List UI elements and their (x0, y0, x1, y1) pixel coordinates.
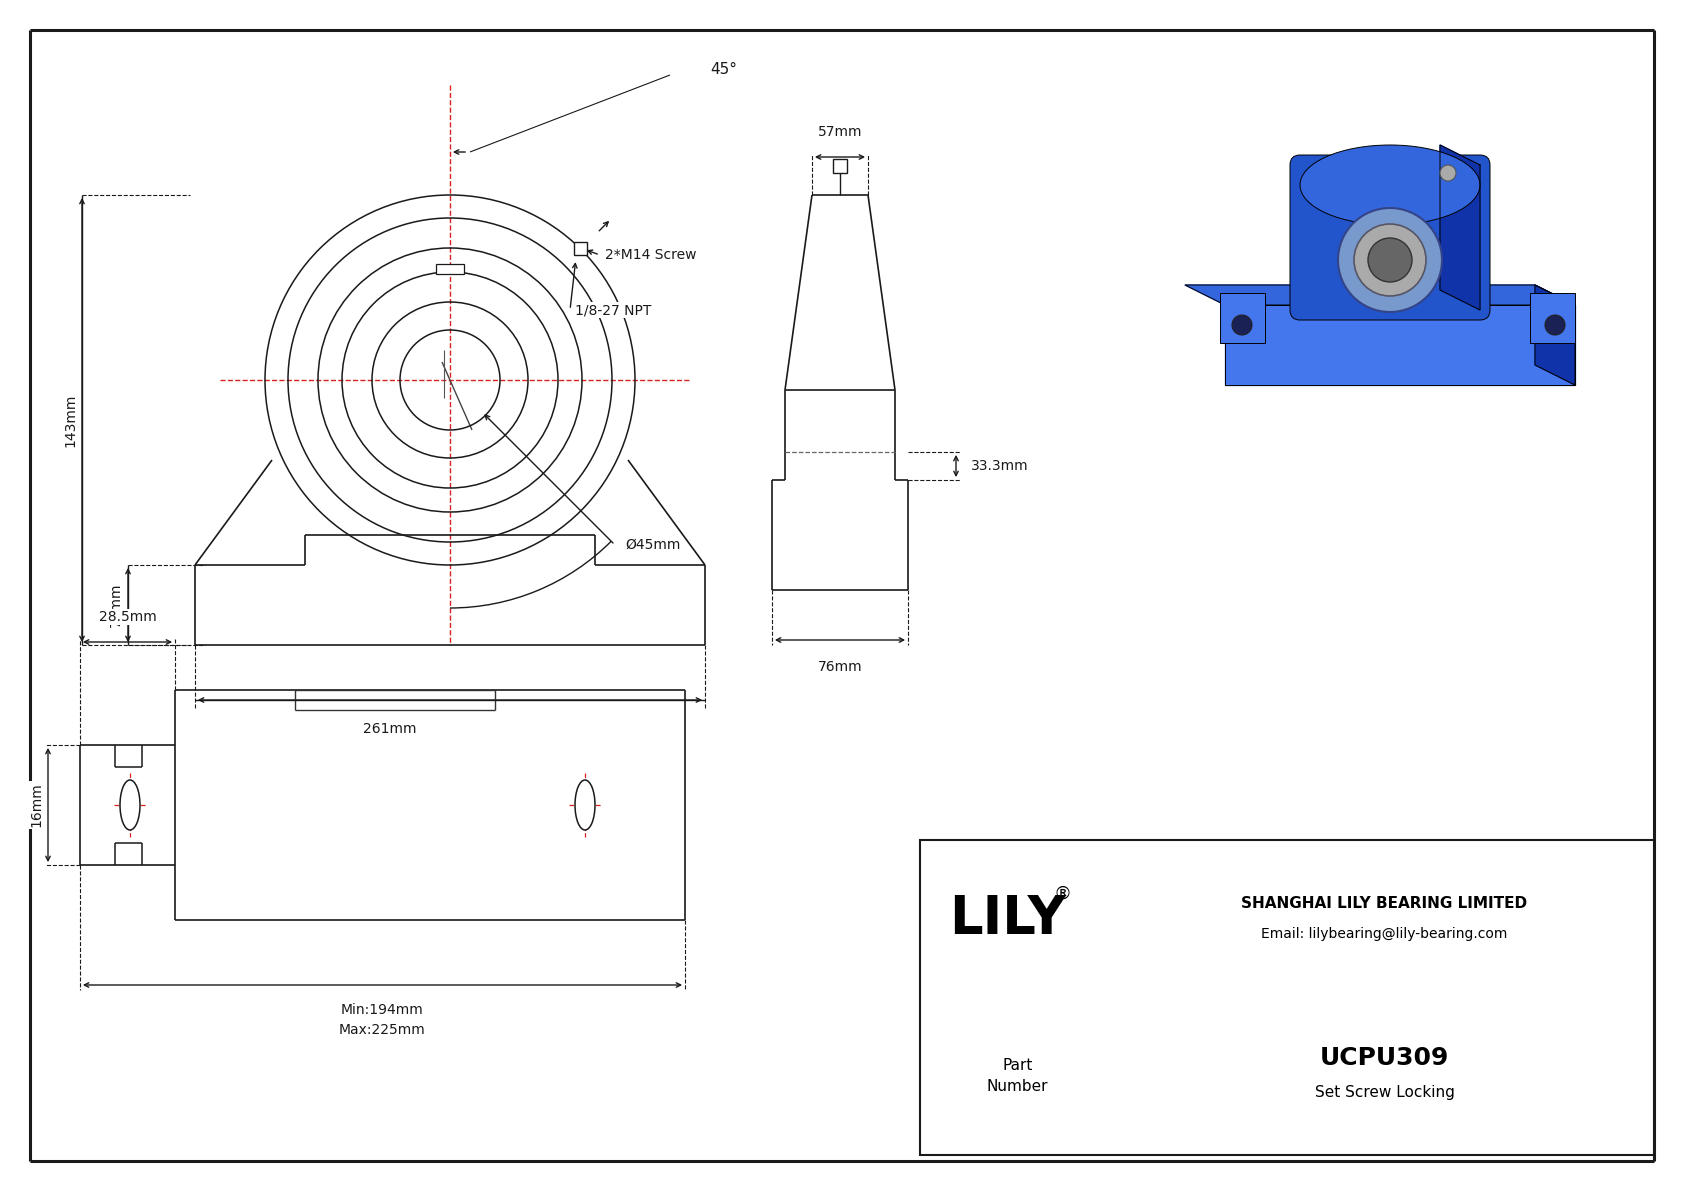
Text: LILY: LILY (950, 893, 1066, 944)
Circle shape (1354, 224, 1426, 297)
Text: 33.3mm: 33.3mm (972, 459, 1029, 473)
Text: Ø45mm: Ø45mm (625, 538, 680, 551)
Text: 2*M14 Screw: 2*M14 Screw (605, 248, 697, 262)
Bar (574, 242, 586, 255)
Circle shape (1544, 314, 1564, 335)
Bar (436, 264, 465, 274)
Text: 73mm: 73mm (109, 582, 123, 628)
Circle shape (1233, 314, 1251, 335)
Text: 143mm: 143mm (62, 393, 77, 447)
Circle shape (1367, 238, 1411, 282)
Ellipse shape (120, 780, 140, 830)
Polygon shape (1224, 305, 1575, 385)
Text: 76mm: 76mm (818, 660, 862, 674)
Polygon shape (1536, 285, 1575, 385)
Polygon shape (1440, 145, 1480, 310)
Circle shape (1440, 166, 1457, 181)
Bar (919, 840, 1654, 1155)
Text: SHANGHAI LILY BEARING LIMITED: SHANGHAI LILY BEARING LIMITED (1241, 897, 1527, 911)
Text: 16mm: 16mm (29, 782, 44, 828)
Text: 28.5mm: 28.5mm (99, 610, 157, 624)
Text: Min:194mm: Min:194mm (342, 1003, 424, 1017)
Text: Part
Number: Part Number (987, 1059, 1047, 1095)
Text: 45°: 45° (711, 62, 738, 77)
Ellipse shape (574, 780, 594, 830)
FancyBboxPatch shape (1219, 293, 1265, 343)
Circle shape (1339, 208, 1442, 312)
Text: ®: ® (1054, 885, 1071, 903)
FancyBboxPatch shape (1290, 155, 1490, 320)
Polygon shape (1186, 285, 1575, 305)
Text: Email: lilybearing@lily-bearing.com: Email: lilybearing@lily-bearing.com (1261, 927, 1507, 941)
FancyBboxPatch shape (1531, 293, 1575, 343)
Text: Set Screw Locking: Set Screw Locking (1315, 1085, 1455, 1099)
Text: UCPU309: UCPU309 (1320, 1046, 1450, 1071)
Text: 261mm: 261mm (364, 722, 416, 736)
Text: 1/8-27 NPT: 1/8-27 NPT (574, 303, 652, 317)
Text: Max:225mm: Max:225mm (338, 1023, 426, 1037)
Text: 57mm: 57mm (818, 125, 862, 139)
Bar (834, 160, 847, 173)
Ellipse shape (1300, 145, 1480, 225)
